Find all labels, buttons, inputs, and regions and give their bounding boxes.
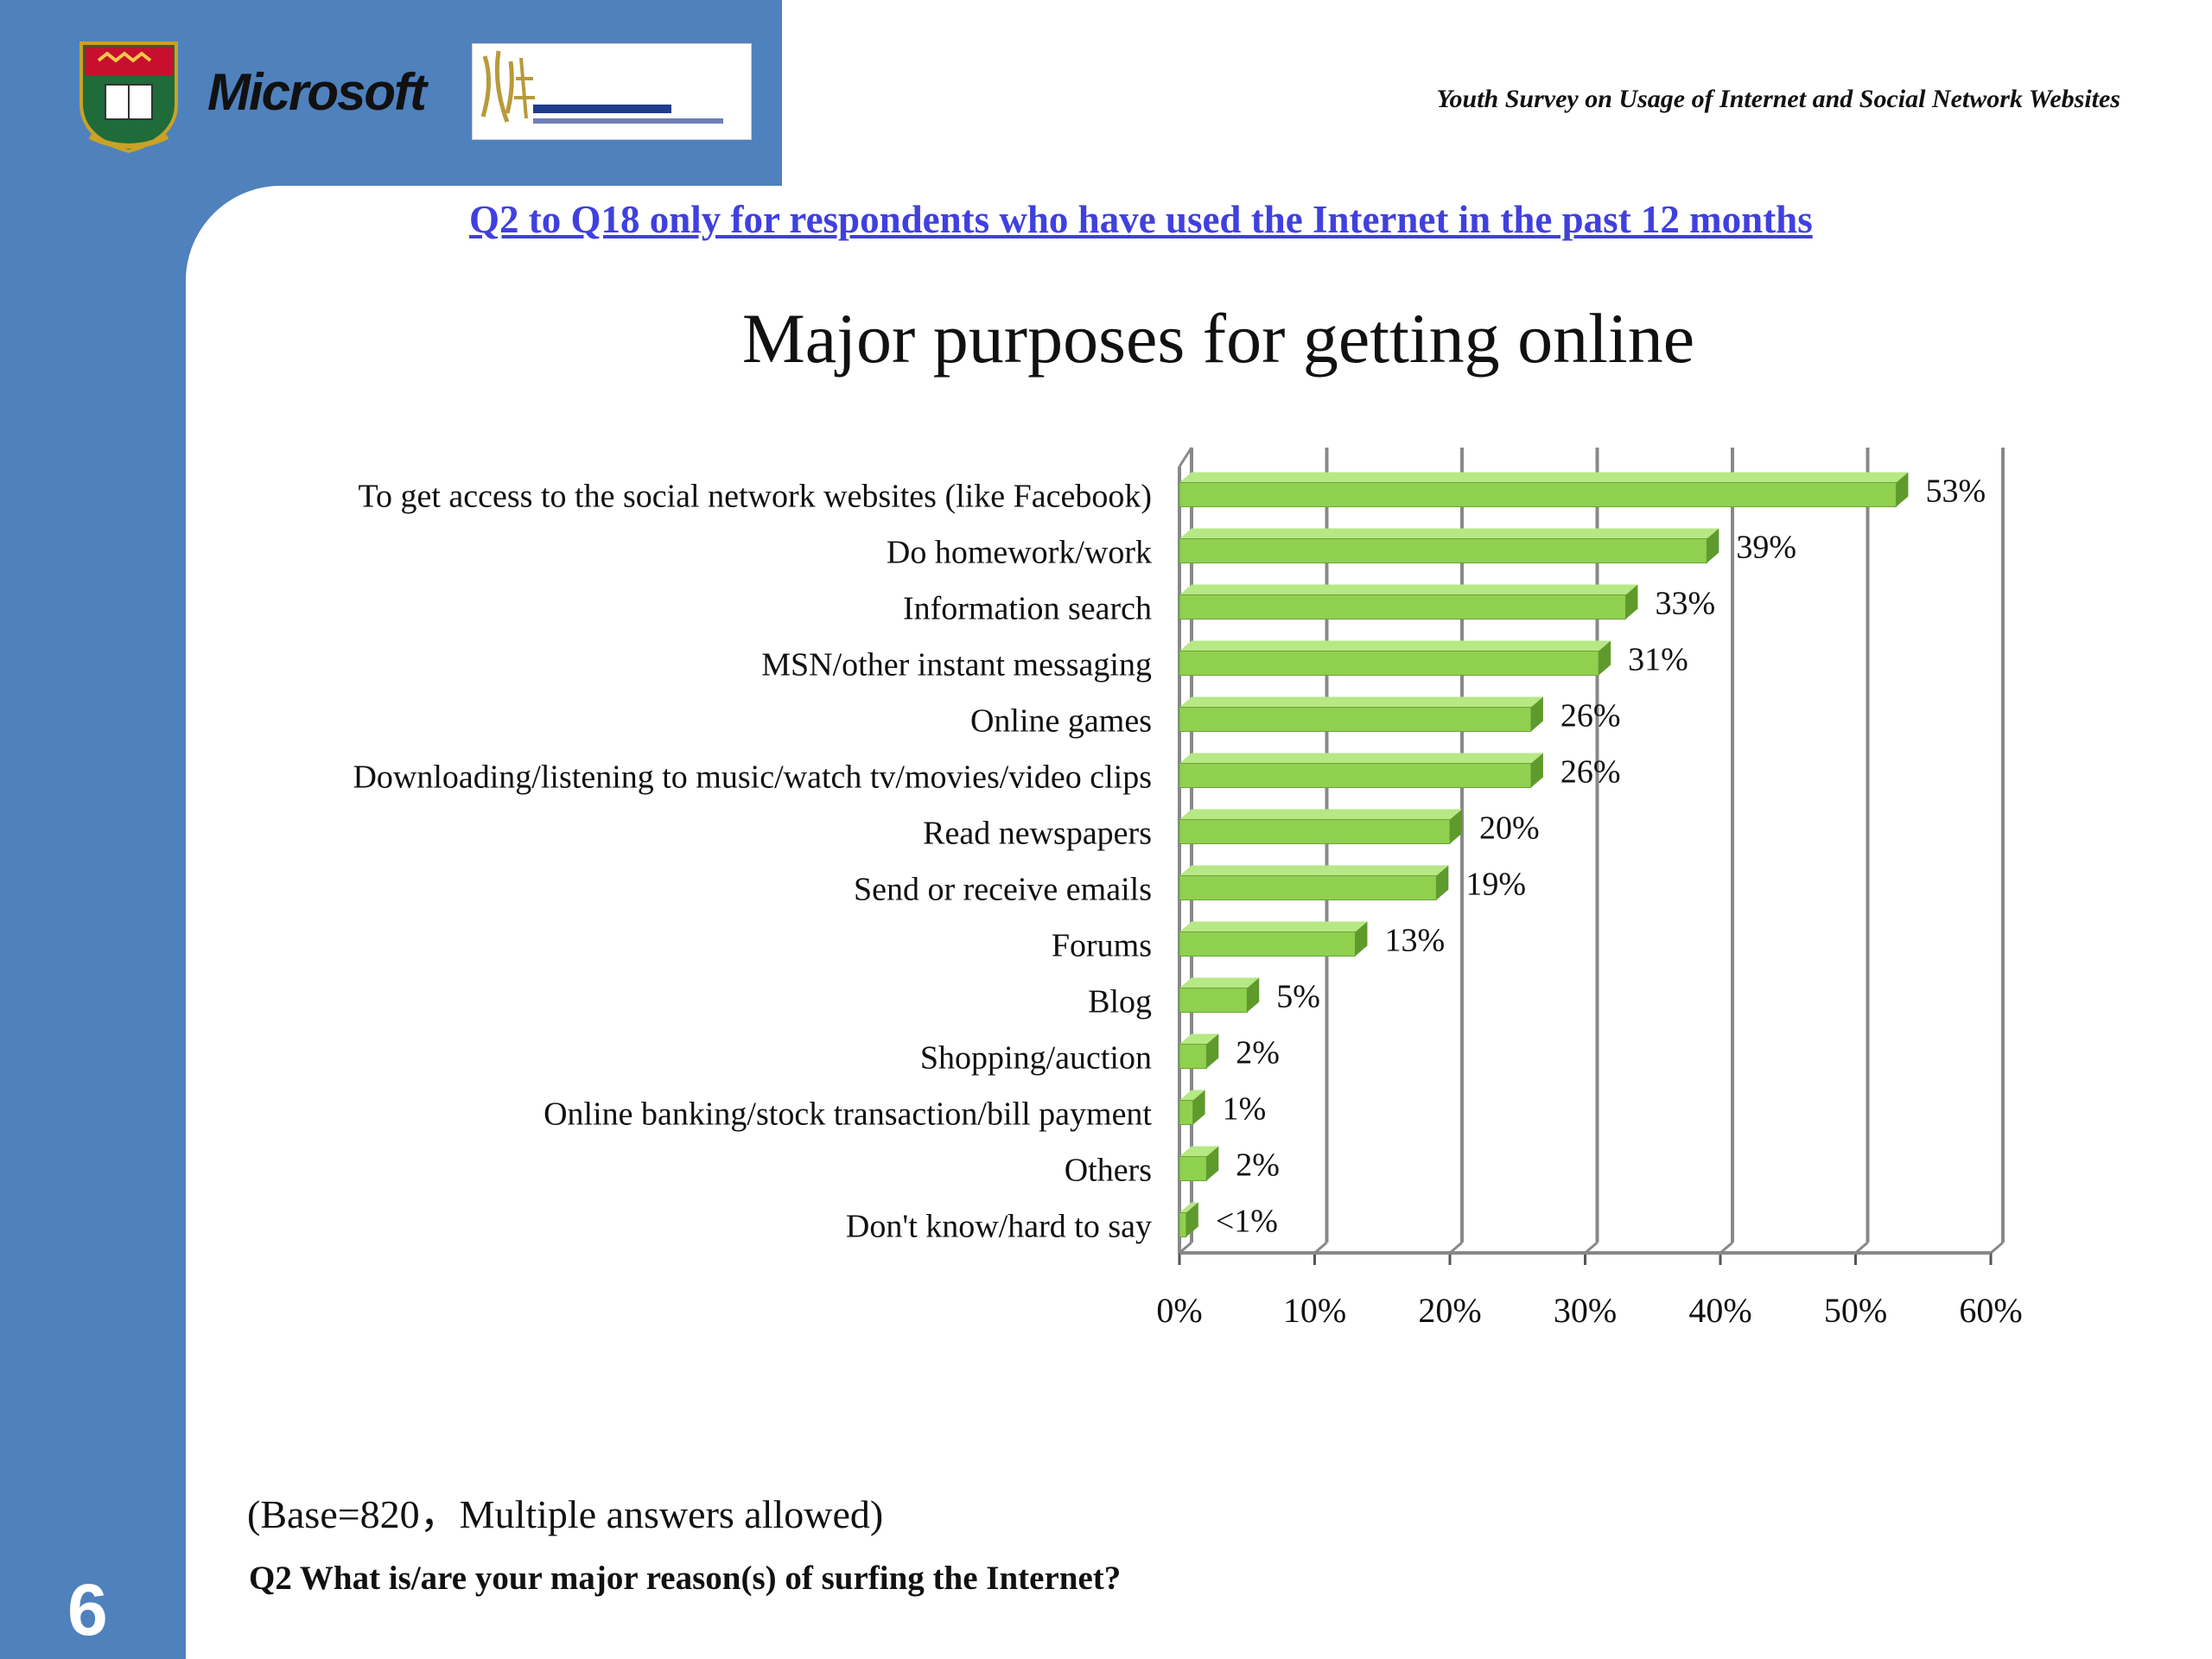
- bar-side-face: [1625, 584, 1638, 620]
- data-label: 39%: [1736, 530, 1796, 566]
- bar-side-face: [1450, 809, 1462, 844]
- category-label: Send or receive emails: [854, 872, 1152, 908]
- category-label: Shopping/auction: [920, 1040, 1152, 1077]
- bar: [1179, 482, 1897, 507]
- data-label: <1%: [1216, 1204, 1278, 1240]
- x-tick-label: 0%: [1156, 1291, 1202, 1330]
- bar-top-face: [1179, 528, 1719, 539]
- data-label: 2%: [1236, 1035, 1280, 1071]
- bar-top-face: [1179, 696, 1543, 708]
- bar-side-face: [1530, 696, 1543, 732]
- bar: [1179, 988, 1248, 1013]
- bar-side-face: [1247, 977, 1260, 1013]
- bar-side-face: [1206, 1146, 1219, 1181]
- bar: [1179, 875, 1437, 900]
- category-label: Information search: [903, 591, 1152, 627]
- data-label: 1%: [1223, 1091, 1267, 1128]
- data-label: 26%: [1560, 698, 1621, 734]
- bar-top-face: [1179, 1090, 1205, 1101]
- data-label: 20%: [1479, 810, 1540, 847]
- category-label: Others: [1065, 1153, 1152, 1189]
- category-label: MSN/other instant messaging: [761, 647, 1152, 683]
- question-text: Q2 What is/are your major reason(s) of s…: [249, 1560, 1122, 1597]
- bar: [1179, 651, 1599, 676]
- data-label: 19%: [1465, 867, 1526, 903]
- bar-top-face: [1179, 472, 1909, 483]
- bar: [1179, 1156, 1207, 1181]
- data-label: 53%: [1925, 474, 1986, 510]
- category-label: Online banking/stock transaction/bill pa…: [543, 1096, 1152, 1133]
- category-label: Forums: [1052, 928, 1152, 964]
- x-tick-label: 40%: [1688, 1291, 1751, 1330]
- bar: [1179, 1044, 1207, 1069]
- category-label: Read newspapers: [923, 816, 1152, 852]
- bar-side-face: [1355, 921, 1368, 957]
- bar: [1179, 763, 1532, 788]
- bar-side-face: [1599, 640, 1611, 676]
- bar-top-face: [1179, 809, 1462, 820]
- bar: [1179, 594, 1626, 620]
- survey-title: Youth Survey on Usage of Internet and So…: [1436, 85, 2120, 113]
- wall-edge: [1178, 447, 1193, 467]
- x-tick-label: 20%: [1418, 1291, 1481, 1330]
- bar-top-face: [1179, 1146, 1219, 1157]
- bar-side-face: [1707, 528, 1719, 563]
- data-label: 31%: [1628, 642, 1688, 678]
- bar-top-face: [1179, 640, 1611, 652]
- data-label: 5%: [1276, 979, 1320, 1015]
- subtitle: Q2 to Q18 only for respondents who have …: [469, 198, 1813, 241]
- bar-side-face: [1436, 865, 1449, 900]
- bar-top-face: [1179, 584, 1638, 595]
- data-label: 13%: [1384, 923, 1445, 959]
- floor-line: [1990, 1241, 2004, 1255]
- bar-top-face: [1179, 1033, 1219, 1045]
- bar-top-face: [1179, 1202, 1198, 1213]
- bar: [1179, 1100, 1194, 1125]
- category-label: Blog: [1088, 984, 1152, 1020]
- base-note: (Base=820，Multiple answers allowed): [247, 1492, 884, 1536]
- category-label: Don't know/hard to say: [846, 1209, 1152, 1245]
- x-tick-label: 30%: [1554, 1291, 1617, 1330]
- bar-top-face: [1179, 865, 1449, 876]
- bar-top-face: [1179, 753, 1543, 764]
- bar-side-face: [1185, 1202, 1198, 1237]
- bar: [1179, 931, 1356, 957]
- bar: [1179, 707, 1532, 732]
- bar-top-face: [1179, 921, 1368, 932]
- category-label: Do homework/work: [887, 535, 1152, 571]
- data-label: 33%: [1655, 586, 1715, 622]
- category-label: To get access to the social network webs…: [358, 479, 1152, 515]
- microsoft-logo: Microsoft: [207, 63, 427, 121]
- x-tick-label: 60%: [1959, 1291, 2022, 1330]
- bar-side-face: [1206, 1033, 1219, 1069]
- category-label: Downloading/listening to music/watch tv/…: [353, 760, 1152, 796]
- bar-side-face: [1896, 472, 1909, 507]
- bar-top-face: [1179, 977, 1260, 988]
- bar-side-face: [1192, 1090, 1205, 1125]
- category-label: Online games: [970, 703, 1152, 740]
- hkcss-logo-icon: [472, 43, 752, 140]
- bar: [1179, 819, 1451, 844]
- bar: [1179, 1212, 1187, 1237]
- x-tick-label: 10%: [1283, 1291, 1346, 1330]
- bar: [1179, 538, 1707, 563]
- data-label: 26%: [1560, 754, 1621, 791]
- bar-side-face: [1530, 753, 1543, 788]
- data-label: 2%: [1236, 1147, 1280, 1184]
- slide-number: 6: [67, 1569, 108, 1650]
- university-crest-icon: [79, 41, 178, 154]
- side-band: [0, 0, 186, 1659]
- x-tick-label: 50%: [1824, 1291, 1887, 1330]
- chart-title: Major purposes for getting online: [741, 299, 1695, 378]
